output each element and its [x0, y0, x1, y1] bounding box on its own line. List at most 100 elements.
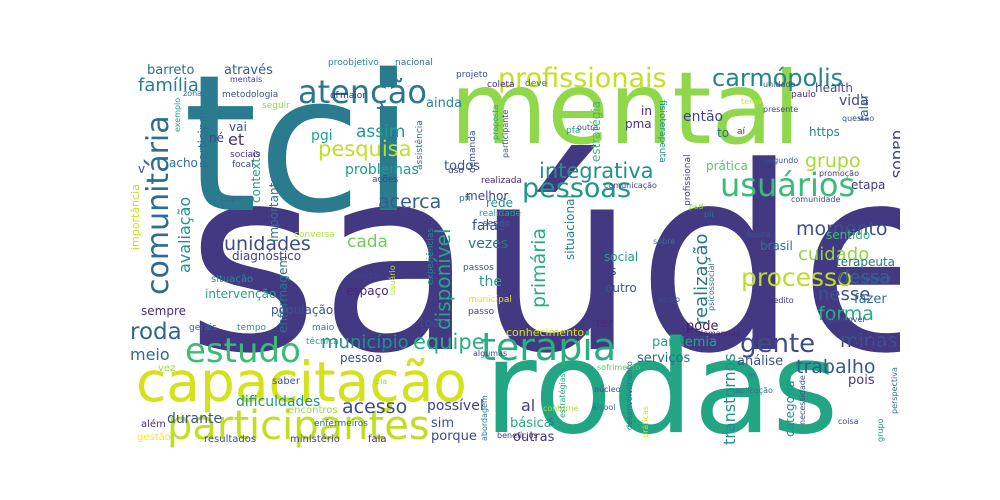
word-pfi: pfi	[459, 194, 470, 204]
word-acredito: acredito	[761, 296, 794, 305]
word-al: al	[521, 396, 535, 415]
word-presente: presente	[763, 105, 798, 114]
word-pois: pois	[848, 373, 875, 388]
word-equipe: equipe	[413, 330, 485, 354]
word-assistencia: assistência	[414, 120, 425, 170]
word-nucleo: núcleo	[594, 385, 621, 394]
word-situacao: situação	[211, 274, 253, 285]
word-ele: ele	[380, 345, 392, 354]
word-barreto: barreto	[147, 63, 194, 78]
word-terapeuta: terapeuta	[836, 255, 895, 269]
word-cada: cada	[347, 232, 388, 252]
word-conhecimento: conhecimento	[506, 326, 584, 339]
word-atraves: através	[224, 63, 273, 78]
word-caps: caps	[221, 194, 242, 204]
word-dificuldades: dificuldades	[236, 394, 320, 410]
word-gestao: gestão	[137, 432, 171, 443]
word-outras: outras	[513, 430, 555, 445]
word-saude: saúde	[186, 113, 900, 410]
word-comunitaria: comunitária	[141, 115, 176, 295]
word-municipal: municipal	[468, 295, 512, 305]
word-vida: vida	[839, 93, 869, 109]
word-situacional: situacional	[563, 195, 577, 260]
word-importancia: importância	[129, 184, 142, 250]
word-basicas: básicas	[510, 416, 559, 431]
word-transtornos: transtornos	[720, 353, 739, 445]
word-perspectiva: perspectiva	[890, 367, 899, 414]
word-realizar: realizar	[349, 272, 383, 282]
word-rede: rede	[486, 196, 513, 210]
word-i: i	[578, 338, 581, 348]
word-durante: durante	[167, 411, 222, 427]
word-seguir: seguir	[262, 101, 290, 111]
word-promocao: promoção	[819, 169, 859, 178]
word-pessoa: pessoa	[340, 351, 382, 365]
word-zona: zona	[183, 89, 202, 98]
word-cloud: saúde tci mental rodas capacitação parti…	[125, 50, 900, 460]
word-sofrimento: sofrimento	[597, 363, 640, 372]
word-coleta: coleta	[487, 80, 515, 90]
word-pessoas: pessoas	[522, 173, 631, 204]
word-pli: pli	[704, 210, 714, 219]
word-tci: tci	[183, 50, 415, 255]
word-municipio: município	[321, 332, 409, 353]
word-realidade: realidade	[479, 209, 521, 219]
word-enfermagem: enfermagem	[276, 256, 290, 333]
word-dados: dados	[889, 130, 900, 178]
word-pgi: pgi	[311, 128, 333, 144]
word-usuarios: usuários	[720, 166, 855, 204]
word-mentais: mentais	[230, 75, 262, 84]
word-trabalho: trabalho	[796, 356, 876, 378]
word-realizacao: realização	[691, 233, 712, 325]
word-focal: focal	[232, 160, 254, 170]
word-fazer: fazer	[854, 292, 887, 307]
word-realizada: realizada	[481, 176, 522, 186]
word-segundo: segundo	[764, 156, 798, 165]
word-psicossocial: psicossocial	[707, 263, 716, 311]
word-contexto: contexto	[249, 150, 263, 203]
word-health: health	[815, 81, 853, 95]
word-categoria: categoria	[783, 380, 797, 437]
word-gerais: gerais	[189, 323, 217, 333]
word-dessa: dessa	[838, 267, 890, 288]
word-sentido: sentido	[826, 228, 870, 242]
word-acho: acho	[169, 156, 198, 170]
word-gente: gente	[740, 329, 815, 359]
word-v: v	[138, 162, 145, 176]
word-assim: assim	[356, 122, 405, 142]
word-enfermeiros: enfermeiros	[314, 419, 368, 429]
word-acerca: acerca	[378, 191, 441, 213]
word-analise: análise	[737, 354, 783, 369]
word-servicos: serviços	[637, 351, 691, 366]
word-promover: promover	[827, 315, 866, 324]
word-proposta: proposta	[491, 105, 500, 140]
word-deve: deve	[525, 79, 548, 89]
word-exemplo: exemplo	[173, 98, 182, 132]
word-sempre: sempre	[141, 304, 186, 318]
word-s: s	[548, 414, 554, 428]
word-ai: aí	[737, 127, 746, 137]
word-resultados: resultados	[204, 434, 256, 445]
word-maior: maior	[340, 91, 366, 101]
word-integrativa: integrativa	[539, 159, 654, 183]
word-ainda: ainda	[426, 96, 462, 111]
word-conversa: conversa	[294, 230, 335, 240]
word-to: to	[717, 126, 729, 140]
word-capacitacao: capacitação	[136, 350, 467, 414]
word-praticas: práticas	[641, 406, 650, 438]
word-minas: minas	[840, 330, 897, 352]
word-disponivel: disponível	[431, 228, 455, 330]
word-saber: saber	[272, 376, 301, 387]
word-nesse: nesse	[818, 284, 870, 305]
word-metodologia: metodologia	[222, 90, 278, 100]
word-unidades: unidades	[224, 233, 311, 255]
word-busca: busca	[747, 230, 771, 239]
word-ministerio: ministério	[290, 433, 340, 445]
word-in: in	[641, 104, 652, 118]
word-usuario: usuário	[388, 265, 397, 295]
word-todos: todos	[444, 159, 480, 174]
word-projeto: projeto	[456, 70, 488, 80]
word-estudo: estudo	[185, 331, 301, 371]
word-uso: uso	[448, 166, 464, 176]
word-passo: passo	[468, 307, 495, 317]
